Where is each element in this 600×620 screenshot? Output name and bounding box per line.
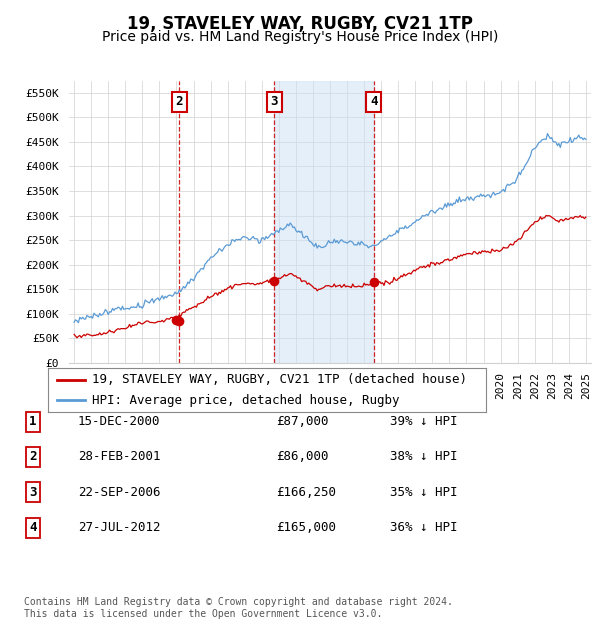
Text: 38% ↓ HPI: 38% ↓ HPI xyxy=(390,451,458,463)
Text: 35% ↓ HPI: 35% ↓ HPI xyxy=(390,486,458,498)
Text: Contains HM Land Registry data © Crown copyright and database right 2024.
This d: Contains HM Land Registry data © Crown c… xyxy=(24,597,453,619)
Text: £87,000: £87,000 xyxy=(276,415,329,428)
Text: 4: 4 xyxy=(370,95,378,108)
Text: 19, STAVELEY WAY, RUGBY, CV21 1TP: 19, STAVELEY WAY, RUGBY, CV21 1TP xyxy=(127,16,473,33)
Text: 3: 3 xyxy=(29,486,37,498)
Text: 19, STAVELEY WAY, RUGBY, CV21 1TP (detached house): 19, STAVELEY WAY, RUGBY, CV21 1TP (detac… xyxy=(92,373,467,386)
Text: 27-JUL-2012: 27-JUL-2012 xyxy=(78,521,161,534)
Text: HPI: Average price, detached house, Rugby: HPI: Average price, detached house, Rugb… xyxy=(92,394,400,407)
Text: 22-SEP-2006: 22-SEP-2006 xyxy=(78,486,161,498)
Text: 2: 2 xyxy=(29,451,37,463)
Text: £86,000: £86,000 xyxy=(276,451,329,463)
Text: 3: 3 xyxy=(271,95,278,108)
Text: 2: 2 xyxy=(176,95,183,108)
Text: 39% ↓ HPI: 39% ↓ HPI xyxy=(390,415,458,428)
Text: 4: 4 xyxy=(29,521,37,534)
Text: £166,250: £166,250 xyxy=(276,486,336,498)
Text: Price paid vs. HM Land Registry's House Price Index (HPI): Price paid vs. HM Land Registry's House … xyxy=(102,30,498,44)
Text: 28-FEB-2001: 28-FEB-2001 xyxy=(78,451,161,463)
Bar xyxy=(274,81,374,363)
Text: 15-DEC-2000: 15-DEC-2000 xyxy=(78,415,161,428)
Text: 36% ↓ HPI: 36% ↓ HPI xyxy=(390,521,458,534)
Text: 1: 1 xyxy=(29,415,37,428)
Text: £165,000: £165,000 xyxy=(276,521,336,534)
